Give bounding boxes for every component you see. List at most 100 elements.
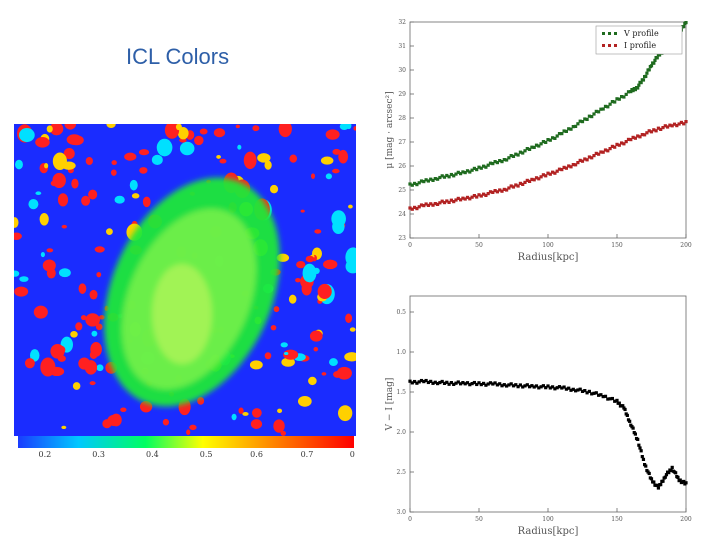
data-point bbox=[442, 381, 447, 385]
noise-spot bbox=[70, 330, 78, 338]
data-point bbox=[645, 71, 649, 75]
noise-spot bbox=[264, 352, 272, 360]
data-point bbox=[567, 386, 571, 390]
noise-spot bbox=[49, 124, 64, 136]
data-point bbox=[652, 480, 656, 484]
data-point bbox=[548, 386, 552, 390]
data-point bbox=[498, 159, 502, 163]
data-point bbox=[633, 432, 637, 436]
data-point bbox=[603, 104, 608, 108]
data-point bbox=[436, 382, 440, 386]
data-point bbox=[523, 180, 527, 184]
noise-spot bbox=[186, 429, 191, 436]
noise-spot bbox=[151, 154, 163, 166]
data-point bbox=[629, 90, 633, 94]
data-point bbox=[636, 134, 640, 138]
data-point bbox=[551, 385, 555, 389]
data-point bbox=[576, 388, 580, 392]
data-point bbox=[555, 134, 559, 138]
noise-spot bbox=[332, 219, 345, 234]
y-tick-label: 26 bbox=[398, 163, 406, 170]
data-point bbox=[454, 381, 458, 385]
data-point bbox=[465, 381, 470, 385]
data-point bbox=[463, 382, 467, 386]
data-point bbox=[516, 153, 520, 157]
data-point bbox=[472, 380, 476, 385]
noise-spot bbox=[189, 424, 197, 431]
data-point bbox=[603, 148, 608, 152]
noise-spot bbox=[219, 158, 227, 164]
noise-spot bbox=[199, 128, 208, 135]
data-point bbox=[456, 196, 460, 200]
data-point bbox=[456, 170, 460, 174]
data-point bbox=[479, 194, 483, 198]
noise-spot bbox=[131, 193, 140, 199]
noise-spot bbox=[40, 251, 45, 258]
data-point bbox=[649, 477, 654, 481]
data-point bbox=[488, 161, 493, 165]
data-point bbox=[684, 120, 688, 124]
data-point bbox=[417, 181, 421, 185]
data-point bbox=[654, 129, 658, 133]
data-point bbox=[486, 382, 490, 386]
data-point bbox=[626, 90, 631, 94]
data-point bbox=[525, 178, 529, 182]
data-point bbox=[465, 169, 470, 173]
data-point bbox=[664, 473, 669, 477]
noise-spot bbox=[80, 314, 87, 321]
noise-spot bbox=[91, 330, 98, 337]
data-point bbox=[617, 401, 621, 405]
legend-marker bbox=[608, 32, 611, 35]
data-point bbox=[578, 387, 582, 391]
data-point bbox=[682, 25, 686, 29]
data-point bbox=[592, 154, 596, 158]
data-point bbox=[419, 203, 424, 207]
y-tick-label: 2.0 bbox=[396, 429, 406, 436]
noise-spot bbox=[52, 172, 66, 189]
data-point bbox=[555, 169, 559, 173]
data-point bbox=[599, 107, 603, 111]
noise-spot bbox=[283, 351, 289, 356]
data-point bbox=[502, 187, 506, 191]
noise-spot bbox=[164, 124, 180, 139]
noise-spot bbox=[72, 382, 81, 390]
data-point bbox=[528, 147, 532, 151]
x-tick-label: 0 bbox=[408, 242, 412, 249]
data-point bbox=[539, 142, 543, 146]
data-point bbox=[546, 384, 550, 388]
noise-spot bbox=[28, 199, 39, 210]
data-point bbox=[624, 140, 628, 144]
noise-spot bbox=[332, 168, 340, 174]
data-point bbox=[585, 391, 589, 395]
noise-spot bbox=[111, 160, 117, 166]
data-point bbox=[498, 188, 502, 192]
data-point bbox=[422, 180, 426, 184]
data-point bbox=[516, 184, 520, 188]
data-point bbox=[571, 163, 575, 167]
y-tick-label: 2.5 bbox=[396, 469, 406, 476]
noise-spot bbox=[75, 322, 83, 331]
data-point bbox=[449, 198, 453, 202]
data-point bbox=[583, 117, 587, 121]
data-point bbox=[574, 389, 578, 393]
data-point bbox=[509, 154, 513, 158]
data-point bbox=[482, 192, 486, 196]
data-point bbox=[528, 179, 532, 183]
noise-spot bbox=[94, 246, 105, 253]
data-point bbox=[493, 189, 497, 193]
data-point bbox=[447, 382, 451, 386]
data-point bbox=[537, 144, 541, 148]
noise-spot bbox=[280, 342, 288, 348]
data-point bbox=[643, 133, 647, 137]
x-tick-label: 50 bbox=[475, 516, 483, 523]
data-point bbox=[641, 78, 646, 82]
data-point bbox=[594, 109, 598, 113]
colorbar-tick-label: 0.5 bbox=[199, 450, 213, 459]
noise-spot bbox=[69, 135, 84, 146]
data-point bbox=[647, 129, 651, 133]
data-point bbox=[655, 483, 659, 488]
data-point bbox=[587, 114, 591, 118]
data-point bbox=[615, 398, 619, 402]
data-point bbox=[507, 186, 511, 190]
data-point bbox=[440, 174, 444, 178]
